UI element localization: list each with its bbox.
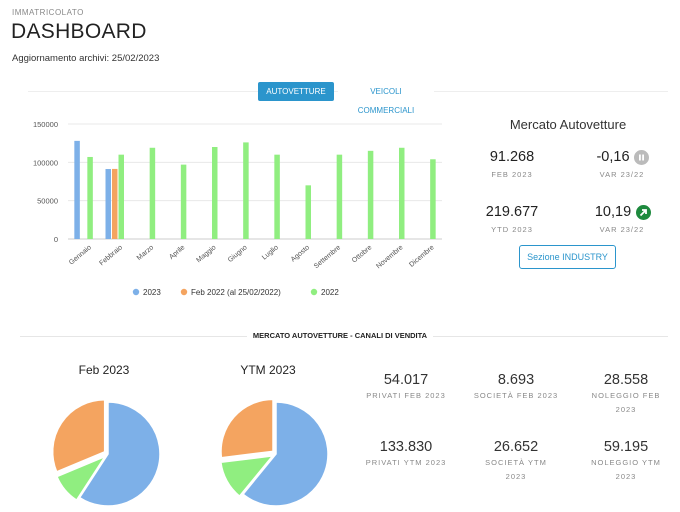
pie-slice-privati xyxy=(78,401,161,507)
stat-noleggio-ytm-value: 59.195 xyxy=(603,439,649,455)
x-tick-label: Giugno xyxy=(227,244,249,264)
industry-section-button[interactable]: Sezione INDUSTRY xyxy=(519,245,616,269)
page-title: DASHBOARD xyxy=(11,20,147,43)
stat-privati-ytm-value: 133.830 xyxy=(379,439,433,455)
x-tick-label: Novembre xyxy=(375,244,404,270)
pie-slice-societ xyxy=(55,454,107,502)
x-tick-label: Ottobre xyxy=(351,244,373,264)
stat-societa-ytm-label: SOCIETÀ YTM 2023 xyxy=(485,458,547,481)
channels-title-text: MERCATO AUTOVETTURE - CANALI DI VENDITA xyxy=(246,331,434,340)
arrow-up-right-icon xyxy=(636,205,651,220)
pie-slice-privati xyxy=(241,401,329,507)
kpi-var-ytd-label: VAR 23/22 xyxy=(599,225,645,234)
bar-2022-Ottobre xyxy=(367,150,374,239)
tab-autovetture[interactable]: AUTOVETTURE xyxy=(258,82,334,101)
stat-societa-feb-value: 8.693 xyxy=(497,372,535,388)
bar-2023-Gennaio xyxy=(74,140,80,239)
bar-Feb-Febbraio xyxy=(112,168,118,239)
kpi-var-feb-label: VAR 23/22 xyxy=(599,170,645,179)
stat-privati-feb-label: PRIVATI FEB 2023 xyxy=(366,391,446,400)
kpi-feb-value: 91.268 xyxy=(489,149,535,165)
x-tick-label: Dicembre xyxy=(408,244,436,269)
legend-marker xyxy=(180,288,188,296)
bar-2022-Aprile xyxy=(180,164,187,239)
bar-2022-Dicembre xyxy=(430,159,436,239)
kpi-ytd-label: YTD 2023 xyxy=(491,225,533,234)
stat-societa-feb-label: SOCIETÀ FEB 2023 xyxy=(473,391,559,400)
archive-update-date: Aggiornamento archivi: 25/02/2023 xyxy=(12,53,160,64)
legend-marker xyxy=(132,288,140,296)
pie-ytm-title: YTM 2023 xyxy=(240,363,296,377)
legend-marker xyxy=(310,288,318,296)
bar-2022-Febbraio xyxy=(118,154,124,239)
x-tick-label: Aprile xyxy=(168,244,186,261)
legend-label: Feb 2022 (al 25/02/2022) xyxy=(191,288,281,297)
x-tick-label: Settembre xyxy=(313,244,342,270)
legend-label: 2023 xyxy=(143,288,161,297)
bar-2022-Gennaio xyxy=(87,156,93,239)
stat-privati-ytm-label: PRIVATI YTM 2023 xyxy=(365,458,447,467)
tab-veicoli-commerciali[interactable]: VEICOLI COMMERCIALI xyxy=(338,82,434,115)
x-tick-label: Maggio xyxy=(195,244,217,264)
kpi-feb-label: FEB 2023 xyxy=(491,170,533,179)
stat-noleggio-feb-label: NOLEGGIO FEB 2023 xyxy=(591,391,661,414)
monthly-registrations-bar-chart: 0 50000 100000 150000 Gennaio Febbraio Marzo Ap… xyxy=(33,120,442,297)
stat-noleggio-ytm-label: NOLEGGIO YTM 2023 xyxy=(591,458,661,481)
bar-2022-Luglio xyxy=(274,154,280,239)
bar-2022-Settembre xyxy=(336,154,343,239)
x-tick-label: Gennaio xyxy=(68,244,93,266)
y-tick-label: 50000 xyxy=(37,197,58,206)
bar-2022-Marzo xyxy=(149,147,156,239)
pie-slice-noleggio xyxy=(51,399,106,473)
stat-noleggio-feb-value: 28.558 xyxy=(603,372,649,388)
market-title: Mercato Autovetture xyxy=(509,117,627,132)
pie-slice-noleggio xyxy=(220,398,274,459)
bar-2022-Maggio xyxy=(212,147,218,239)
pie-slice-societ xyxy=(220,454,275,498)
pie-feb-title: Feb 2023 xyxy=(78,363,130,377)
stat-privati-feb-value: 54.017 xyxy=(383,372,429,388)
y-tick-label: 0 xyxy=(54,235,58,244)
pause-icon xyxy=(634,150,649,165)
kpi-var-ytd-value: 10,19 xyxy=(594,204,632,220)
kpi-var-feb-value: -0,16 xyxy=(596,149,630,165)
bar-2023-Febbraio xyxy=(105,169,111,239)
legend-label: 2022 xyxy=(321,288,339,297)
x-tick-label: Marzo xyxy=(136,244,155,262)
channels-section-title: MERCATO AUTOVETTURE - CANALI DI VENDITA xyxy=(0,331,680,340)
x-tick-label: Luglio xyxy=(261,244,280,261)
y-tick-label: 150000 xyxy=(33,120,58,129)
bar-2022-Giugno xyxy=(243,142,249,239)
bar-2022-Novembre xyxy=(399,147,405,239)
stat-societa-ytm-value: 26.652 xyxy=(493,439,539,455)
kpi-ytd-value: 219.677 xyxy=(485,204,539,220)
bar-2022-Agosto xyxy=(305,185,311,239)
pie-ytm-2023 xyxy=(220,398,329,507)
section-eyebrow: IMMATRICOLATO xyxy=(12,8,84,17)
x-tick-label: Agosto xyxy=(290,244,311,263)
x-tick-label: Febbraio xyxy=(98,244,124,267)
pie-feb-2023 xyxy=(51,399,161,507)
y-tick-label: 100000 xyxy=(33,158,58,167)
